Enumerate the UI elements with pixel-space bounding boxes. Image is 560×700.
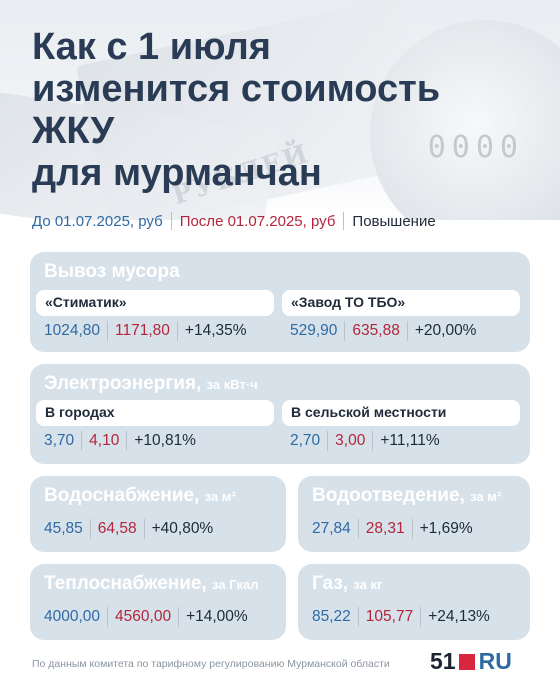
legend-before: До 01.07.2025, руб [32,212,163,230]
value-increase: +14,00% [186,608,248,625]
card-title: Электроэнергия, за кВт·ч [44,373,258,395]
value-increase: +24,13% [428,608,490,625]
value-after: 105,77 [365,608,414,625]
values-stimatik: 1024,80 1171,80 +14,35% [44,321,247,341]
value-after: 28,31 [365,520,405,537]
legend: До 01.07.2025, руб После 01.07.2025, руб… [32,212,436,230]
values-cities: 3,70 4,10 +10,81% [44,431,196,451]
card-title-unit: за Гкал [212,577,259,592]
value-divider [327,431,329,451]
value-divider [420,607,422,627]
value-increase: +40,80% [151,520,214,537]
value-after: 635,88 [352,322,400,339]
value-divider [406,321,408,341]
card-title-unit: за кВт·ч [206,377,258,392]
card-title: Водоотведение, за м³ [312,485,501,507]
value-divider [357,607,359,627]
legend-divider [170,212,172,230]
card-drainage: Водоотведение, за м³ 27,84 28,31 +1,69% [298,476,530,552]
card-title-unit: за м³ [470,489,502,504]
page-title: Как с 1 июля изменится стоимость ЖКУ для… [32,26,512,194]
title-line-2: изменится стоимость ЖКУ [32,68,441,152]
pill-stimatik: «Стиматик» [36,290,274,316]
card-title: Водоснабжение, за м³ [44,485,236,507]
value-before: 529,90 [290,322,338,339]
values-drainage: 27,84 28,31 +1,69% [312,519,473,539]
value-divider [178,607,180,627]
logo-number: 51 [430,648,456,674]
logo-red-square-icon [458,653,475,670]
value-before: 27,84 [312,520,351,537]
value-before: 85,22 [312,608,351,625]
value-before: 4000,00 [44,608,101,625]
value-increase: +1,69% [419,520,473,537]
card-title-text: Газ, [312,573,349,594]
value-after: 64,58 [97,520,137,537]
value-before: 1024,80 [44,322,101,339]
values-zavod-to-tbo: 529,90 635,88 +20,00% [290,321,476,341]
value-divider [89,519,91,539]
card-title: Газ, за кг [312,573,382,595]
values-rural: 2,70 3,00 +11,11% [290,431,440,451]
value-divider [176,321,178,341]
pill-rural: В сельской местности [282,400,520,426]
value-after: 3,00 [335,432,366,449]
card-water-supply: Водоснабжение, за м³ 45,85 64,58 +40,80% [30,476,286,552]
value-divider [107,321,109,341]
card-title-text: Электроэнергия, [44,373,202,394]
card-gas: Газ, за кг 85,22 105,77 +24,13% [298,564,530,640]
legend-divider [343,212,345,230]
title-line-1: Как с 1 июля [32,26,271,68]
value-increase: +10,81% [134,432,196,449]
pill-cities: В городах [36,400,274,426]
value-divider [372,431,374,451]
value-divider [107,607,109,627]
card-title-unit: за м³ [204,489,236,504]
site-logo[interactable]: 51 RU [430,648,512,675]
value-after: 1171,80 [115,322,170,339]
legend-after: После 01.07.2025, руб [179,212,336,230]
value-increase: +14,35% [184,322,247,339]
card-title-text: Водоотведение, [312,485,465,506]
card-title-unit: за кг [353,577,383,592]
pill-zavod-to-tbo: «Завод ТО ТБО» [282,290,520,316]
value-divider [411,519,413,539]
card-title-text: Водоснабжение, [44,485,200,506]
card-title-text: Теплоснабжение, [44,573,207,594]
card-electricity: Электроэнергия, за кВт·ч В городах В сел… [30,364,530,464]
legend-increase: Повышение [352,212,436,230]
value-after: 4560,00 [115,608,172,625]
value-before: 3,70 [44,432,75,449]
meter-digits: 0000 [427,130,524,165]
values-gas: 85,22 105,77 +24,13% [312,607,490,627]
card-garbage: Вывоз мусора «Стиматик» «Завод ТО ТБО» 1… [30,252,530,352]
background-illustration: 0000 РУБЛЕЙ [0,0,560,220]
value-after: 4,10 [89,432,120,449]
values-water-supply: 45,85 64,58 +40,80% [44,519,213,539]
card-title: Теплоснабжение, за Гкал [44,573,259,595]
card-title-text: Вывоз мусора [44,261,180,282]
card-heating: Теплоснабжение, за Гкал 4000,00 4560,00 … [30,564,286,640]
value-before: 45,85 [44,520,83,537]
value-divider [357,519,359,539]
value-increase: +20,00% [414,322,477,339]
value-divider [344,321,346,341]
value-divider [143,519,145,539]
title-line-3: для мурманчан [32,152,322,194]
source-note: По данным комитета по тарифному регулиро… [32,658,390,670]
value-before: 2,70 [290,432,321,449]
logo-domain: RU [478,648,512,674]
value-increase: +11,11% [380,432,440,449]
values-heating: 4000,00 4560,00 +14,00% [44,607,248,627]
value-divider [81,431,83,451]
value-divider [126,431,128,451]
card-title: Вывоз мусора [44,261,180,283]
